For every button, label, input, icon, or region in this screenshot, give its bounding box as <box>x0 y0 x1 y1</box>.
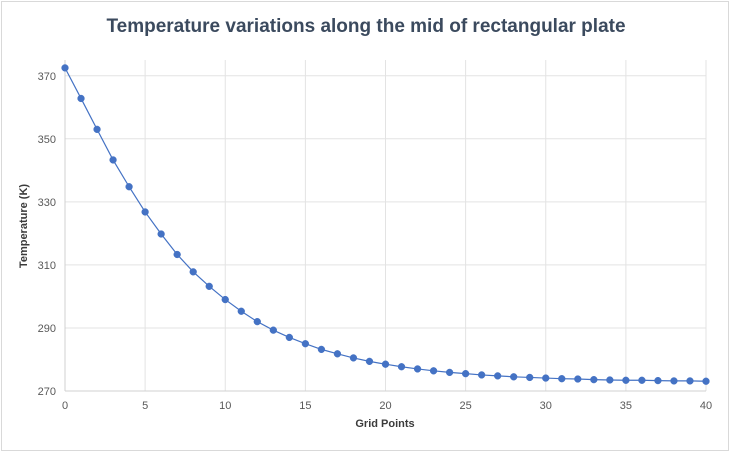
data-point <box>141 208 149 216</box>
data-point <box>125 183 133 191</box>
data-point <box>317 345 326 354</box>
data-point <box>205 282 213 290</box>
y-tick-label: 290 <box>38 323 56 335</box>
data-point <box>558 375 566 383</box>
y-tick-label: 350 <box>38 134 56 146</box>
y-tick-label: 330 <box>38 197 56 209</box>
y-tick-label: 370 <box>38 71 56 83</box>
data-point <box>269 326 277 334</box>
chart-title: Temperature variations along the mid of … <box>106 16 626 37</box>
data-point <box>429 367 438 375</box>
data-point <box>413 365 422 373</box>
data-point <box>157 230 165 238</box>
data-point <box>686 377 694 385</box>
data-point <box>445 368 454 377</box>
data-point <box>109 156 117 164</box>
data-point <box>574 375 582 383</box>
data-point <box>654 376 662 385</box>
data-point <box>397 363 406 371</box>
y-tick-label: 310 <box>38 260 56 272</box>
data-point <box>93 125 101 134</box>
y-tick-label: 270 <box>38 386 56 398</box>
data-point <box>606 376 614 384</box>
data-point <box>381 360 390 368</box>
data-point <box>526 373 534 382</box>
data-point <box>510 373 518 381</box>
x-tick-label: 35 <box>620 400 632 412</box>
data-point <box>221 295 229 304</box>
data-point <box>173 250 181 259</box>
data-point <box>301 340 310 348</box>
x-tick-label: 25 <box>460 400 472 412</box>
x-tick-label: 0 <box>62 400 68 412</box>
x-axis-label: Grid Points <box>355 418 415 430</box>
data-point <box>333 350 342 358</box>
data-point <box>349 354 358 362</box>
x-tick-label: 40 <box>700 400 712 412</box>
data-point <box>638 376 646 384</box>
x-tick-label: 5 <box>142 400 148 412</box>
x-tick-label: 20 <box>379 400 391 412</box>
data-point <box>542 374 550 382</box>
data-point <box>253 317 261 326</box>
data-point <box>622 376 630 384</box>
data-point <box>285 333 294 342</box>
x-tick-label: 15 <box>299 400 311 412</box>
data-point <box>478 371 486 379</box>
data-point <box>189 268 197 276</box>
data-point <box>365 357 374 366</box>
data-point <box>461 370 470 378</box>
y-axis-label: Temperature (K) <box>18 183 30 269</box>
x-tick-label: 30 <box>540 400 552 412</box>
data-point <box>670 377 678 385</box>
data-point <box>590 376 598 384</box>
data-point <box>702 377 710 385</box>
data-point <box>61 64 69 72</box>
data-point <box>494 372 502 380</box>
data-point <box>77 94 85 103</box>
x-tick-label: 10 <box>219 400 231 412</box>
data-point <box>237 307 245 315</box>
